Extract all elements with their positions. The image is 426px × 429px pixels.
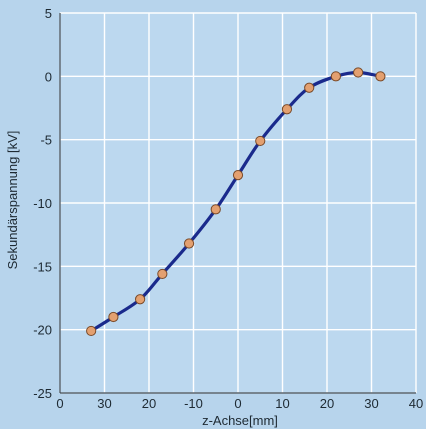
y-tick-label: -10 [33,196,52,211]
x-tick-label: 40 [409,396,423,411]
y-tick-label: 0 [45,69,52,84]
x-tick-label: 10 [275,396,289,411]
x-tick-label: 30 [97,396,111,411]
x-tick-label: 20 [320,396,334,411]
data-point [210,204,221,215]
y-axis-label: Sekundärspannung [kV] [5,131,20,270]
data-point [86,325,97,337]
series [86,67,386,337]
x-tick-label: 20 [142,396,156,411]
data-point [183,238,195,249]
data-point [108,311,119,323]
y-tick-label: -25 [33,386,52,401]
y-tick-label: -20 [33,323,52,338]
data-point [375,71,386,82]
x-tick-label: -10 [184,396,203,411]
x-tick-label: 0 [56,396,63,411]
y-tick-label: 5 [45,6,52,21]
data-point [304,82,315,93]
x-tick-label: 30 [364,396,378,411]
data-point [353,67,364,78]
data-point [135,294,146,305]
data-point [157,268,168,280]
data-point [281,104,293,115]
data-point [330,71,341,82]
x-axis-label: z-Achse[mm] [202,413,278,428]
grid [59,12,417,394]
data-point [232,170,244,181]
y-tick-label: -15 [33,259,52,274]
data-point [255,135,266,147]
axes [59,13,416,394]
x-tick-label: 0 [234,396,241,411]
y-tick-label: -5 [40,133,52,148]
